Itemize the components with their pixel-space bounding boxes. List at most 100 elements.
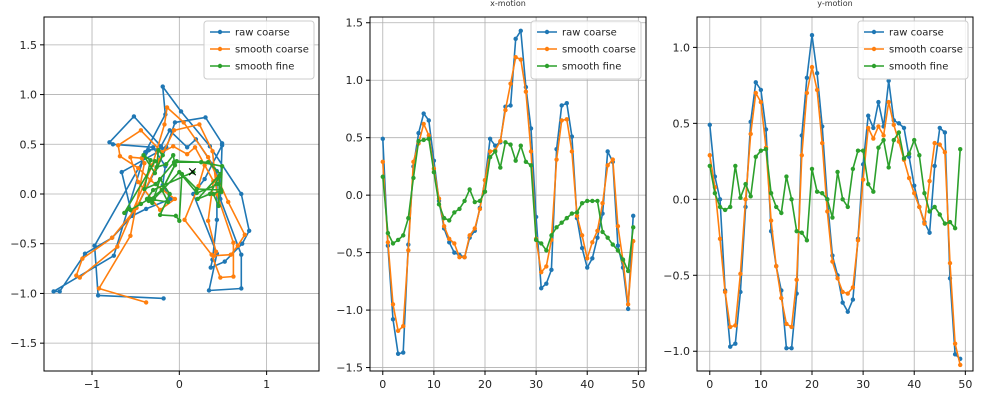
data-point-smooth-fine bbox=[871, 189, 876, 194]
data-point-smooth-fine bbox=[840, 197, 845, 202]
data-point-smooth-fine bbox=[881, 137, 886, 143]
data-point-raw-coarse bbox=[753, 80, 758, 85]
data-point-smooth-fine bbox=[620, 257, 626, 262]
data-point-smooth-coarse bbox=[728, 324, 733, 330]
data-point-smooth-coarse bbox=[242, 232, 247, 237]
data-point-raw-coarse bbox=[208, 265, 213, 270]
data-point-smooth-coarse bbox=[585, 256, 590, 261]
data-point-smooth-coarse bbox=[390, 302, 396, 307]
data-point-smooth-coarse bbox=[748, 131, 753, 137]
data-point-smooth-fine bbox=[436, 202, 442, 207]
data-point-smooth-coarse bbox=[171, 144, 176, 149]
data-point-smooth-fine bbox=[600, 229, 605, 235]
data-point-smooth-coarse bbox=[814, 87, 820, 93]
y-tick-label: −0.5 bbox=[336, 247, 363, 260]
data-point-smooth-fine bbox=[595, 198, 600, 204]
data-point-raw-coarse bbox=[733, 341, 738, 346]
data-point-raw-coarse bbox=[952, 352, 958, 357]
legend: raw coarse smooth coarse smooth fine bbox=[203, 20, 315, 80]
data-point-smooth-fine bbox=[127, 206, 132, 212]
data-point-raw-coarse bbox=[161, 296, 166, 301]
data-point-smooth-coarse bbox=[840, 289, 845, 295]
data-point-raw-coarse bbox=[912, 183, 917, 188]
data-point-smooth-coarse bbox=[804, 90, 810, 96]
data-point-smooth-coarse bbox=[753, 90, 758, 96]
x-tick-label: 40 bbox=[907, 378, 921, 391]
legend-label-smooth-coarse: smooth coarse bbox=[235, 45, 309, 56]
data-point-smooth-fine bbox=[153, 181, 158, 187]
data-point-smooth-fine bbox=[835, 169, 840, 175]
data-point-smooth-fine bbox=[508, 142, 513, 147]
data-point-raw-coarse bbox=[886, 78, 891, 84]
data-point-raw-coarse bbox=[395, 351, 401, 356]
data-point-smooth-coarse bbox=[487, 149, 493, 154]
data-point-smooth-fine bbox=[850, 166, 856, 172]
data-point-smooth-fine bbox=[958, 146, 963, 152]
data-point-smooth-coarse bbox=[80, 256, 85, 261]
data-point-smooth-coarse bbox=[850, 285, 856, 290]
data-point-smooth-coarse bbox=[518, 57, 523, 62]
data-point-raw-coarse bbox=[717, 197, 723, 202]
data-point-raw-coarse bbox=[585, 265, 590, 270]
data-point-raw-coarse bbox=[203, 115, 208, 120]
data-point-smooth-coarse bbox=[143, 300, 149, 305]
data-point-raw-coarse bbox=[595, 235, 600, 240]
data-point-smooth-fine bbox=[901, 156, 907, 161]
data-point-smooth-fine bbox=[172, 162, 178, 168]
data-point-smooth-fine bbox=[712, 191, 718, 196]
data-point-smooth-fine bbox=[493, 149, 498, 154]
y-tick-label: 0.0 bbox=[346, 189, 364, 202]
data-point-raw-coarse bbox=[564, 101, 569, 106]
data-point-smooth-fine bbox=[447, 218, 452, 223]
legend-label-smooth-fine: smooth fine bbox=[235, 62, 294, 73]
data-point-raw-coarse bbox=[569, 134, 575, 139]
data-point-smooth-fine bbox=[487, 155, 493, 160]
data-point-raw-coarse bbox=[206, 288, 212, 293]
legend-marker-smooth-coarse bbox=[871, 46, 877, 52]
series-line-smooth-coarse bbox=[709, 66, 961, 366]
data-point-raw-coarse bbox=[111, 253, 117, 258]
data-point-smooth-fine bbox=[142, 186, 147, 192]
data-point-raw-coarse bbox=[539, 286, 544, 291]
data-point-raw-coarse bbox=[416, 130, 421, 136]
data-point-smooth-fine bbox=[845, 204, 850, 210]
legend-label-raw-coarse: raw coarse bbox=[562, 28, 617, 39]
data-point-smooth-fine bbox=[457, 206, 462, 212]
data-point-smooth-coarse bbox=[784, 321, 789, 327]
data-point-smooth-coarse bbox=[184, 152, 190, 157]
x-tick-label: 1 bbox=[263, 378, 270, 391]
data-point-smooth-coarse bbox=[235, 243, 241, 248]
series-line-smooth-fine bbox=[709, 131, 961, 242]
data-point-raw-coarse bbox=[590, 256, 595, 261]
data-point-raw-coarse bbox=[850, 297, 856, 302]
data-point-smooth-coarse bbox=[825, 209, 830, 214]
data-point-smooth-fine bbox=[219, 163, 225, 169]
axes-frame bbox=[43, 16, 320, 372]
y-tick-label: −1.0 bbox=[663, 345, 690, 358]
data-point-smooth-fine bbox=[194, 186, 199, 192]
data-point-raw-coarse bbox=[51, 289, 56, 294]
center-marker: × bbox=[187, 165, 198, 180]
data-point-raw-coarse bbox=[758, 87, 764, 93]
data-point-smooth-fine bbox=[917, 153, 922, 158]
data-point-smooth-coarse bbox=[218, 275, 223, 280]
data-point-smooth-fine bbox=[152, 158, 158, 164]
data-point-smooth-coarse bbox=[231, 240, 236, 245]
data-point-smooth-coarse bbox=[906, 175, 912, 181]
data-point-smooth-coarse bbox=[385, 240, 391, 245]
data-point-smooth-fine bbox=[738, 195, 743, 200]
data-point-smooth-fine bbox=[779, 210, 784, 216]
data-point-smooth-fine bbox=[820, 191, 825, 196]
legend-marker-raw-coarse bbox=[217, 29, 223, 35]
data-point-smooth-coarse bbox=[891, 122, 896, 128]
data-point-smooth-fine bbox=[825, 197, 830, 202]
data-point-smooth-coarse bbox=[192, 145, 198, 150]
data-point-raw-coarse bbox=[932, 163, 937, 169]
data-point-smooth-fine bbox=[927, 209, 932, 214]
data-point-smooth-fine bbox=[554, 225, 559, 230]
data-point-smooth-fine bbox=[441, 215, 447, 221]
data-point-smooth-fine bbox=[631, 225, 636, 230]
data-point-smooth-fine bbox=[564, 215, 569, 221]
data-point-smooth-fine bbox=[590, 198, 595, 204]
